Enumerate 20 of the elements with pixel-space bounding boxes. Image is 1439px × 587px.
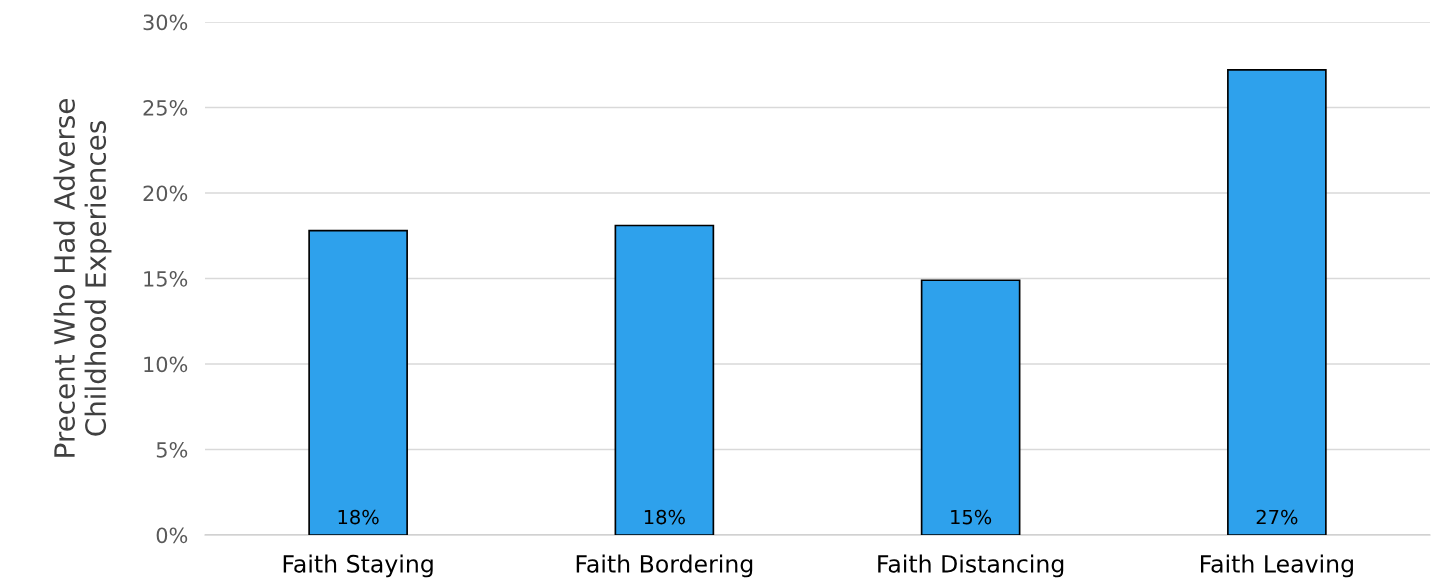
bar xyxy=(920,279,1021,535)
bar xyxy=(1227,69,1327,535)
y-tick-label: 10% xyxy=(144,356,188,373)
bar xyxy=(308,229,408,535)
x-tick-label: Faith Distancing xyxy=(878,554,1064,578)
y-tick-label: 5% xyxy=(156,441,188,458)
y-tick-label: 20% xyxy=(143,185,188,202)
data-label: 15% xyxy=(951,509,992,525)
y-tick-label: 30% xyxy=(143,14,188,31)
data-label: 27% xyxy=(1256,509,1298,525)
data-label: 18% xyxy=(644,509,685,525)
x-tick-label: Faith Staying xyxy=(283,554,433,578)
bar xyxy=(614,224,715,535)
data-label: 18% xyxy=(338,509,379,525)
y-tick-label: 25% xyxy=(143,99,188,116)
x-tick-label: Faith Leaving xyxy=(1200,554,1353,578)
x-tick-label: Faith Bordering xyxy=(576,554,753,578)
y-tick-label: 0% xyxy=(156,527,188,544)
y-axis-title: Precent Who Had Adverse Childhood Experiences xyxy=(53,99,112,457)
y-tick-label: 15% xyxy=(144,270,188,287)
